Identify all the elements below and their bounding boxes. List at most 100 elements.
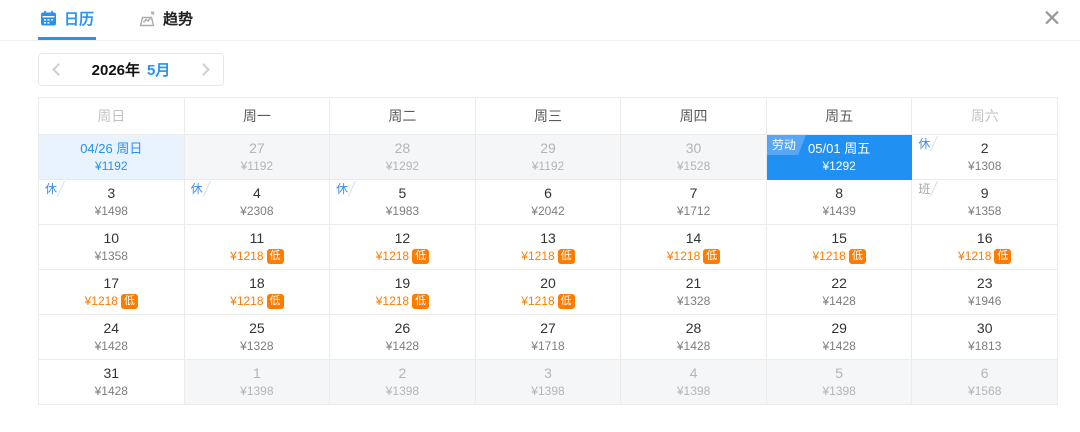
day-number: 8 — [835, 185, 844, 202]
price-label: ¥1428 — [385, 339, 420, 354]
calendar-day-cell[interactable]: 28 ¥1292 — [330, 135, 476, 180]
calendar-day-cell[interactable]: 2 ¥1398 — [330, 360, 476, 405]
rest-badge: 休 — [187, 181, 207, 197]
calendar-day-cell[interactable]: 1 ¥1398 — [184, 360, 331, 405]
price-label: ¥1528 — [676, 159, 711, 174]
day-number: 1 — [252, 365, 261, 382]
calendar-day-cell[interactable]: 21 ¥1328 — [621, 270, 767, 315]
day-number: 12 — [394, 230, 411, 247]
price-label: ¥1428 — [94, 384, 128, 399]
day-number: 05/01 周五 — [808, 141, 871, 157]
price-label: ¥1813 — [968, 339, 1002, 354]
day-number: 11 — [249, 230, 265, 247]
weekday-header: 周六 — [912, 98, 1058, 135]
price-label: ¥1218 低 — [812, 248, 866, 264]
calendar-day-cell[interactable]: 28 ¥1428 — [621, 315, 767, 360]
low-badge: 低 — [557, 293, 575, 309]
calendar-day-cell[interactable]: 休 3 ¥1498 — [39, 180, 185, 225]
calendar-day-cell[interactable]: 13 ¥1218 低 — [475, 225, 622, 270]
calendar-day-cell[interactable]: 休 2 ¥1308 — [912, 135, 1058, 180]
price-label: ¥1292 — [822, 158, 856, 173]
day-number: 28 — [394, 140, 411, 157]
calendar-day-cell[interactable]: 14 ¥1218 低 — [621, 225, 767, 270]
price-label: ¥1398 — [822, 384, 856, 399]
day-number: 3 — [544, 365, 552, 382]
price-label: ¥1498 — [94, 204, 128, 219]
day-number: 26 — [394, 320, 411, 337]
price-label: ¥1398 — [676, 384, 711, 399]
price-label: ¥1308 — [968, 159, 1002, 174]
price-label: ¥1358 — [968, 204, 1002, 219]
day-number: 24 — [103, 320, 120, 337]
day-number: 6 — [544, 185, 552, 202]
calendar-day-cell[interactable]: 04/26 周日 ¥1192 — [39, 135, 185, 180]
price-label: ¥1218 低 — [521, 248, 575, 264]
calendar-day-cell[interactable]: 25 ¥1328 — [184, 315, 331, 360]
calendar-day-cell[interactable]: 12 ¥1218 低 — [330, 225, 476, 270]
weekday-header: 周二 — [330, 98, 476, 135]
price-label: ¥1218 低 — [230, 248, 284, 264]
calendar-day-cell[interactable]: 30 ¥1528 — [621, 135, 767, 180]
close-icon: ✕ — [1042, 4, 1062, 31]
day-number: 30 — [685, 140, 702, 157]
calendar-day-cell[interactable]: 20 ¥1218 低 — [475, 270, 622, 315]
next-month-button[interactable] — [197, 63, 210, 76]
calendar-day-cell[interactable]: 31 ¥1428 — [39, 360, 185, 405]
day-number: 29 — [540, 140, 556, 157]
calendar-day-cell[interactable]: 5 ¥1398 — [766, 360, 913, 405]
price-label: ¥1218 低 — [85, 293, 138, 309]
calendar-day-cell[interactable]: 6 ¥2042 — [475, 180, 622, 225]
price-label: ¥1218 低 — [376, 248, 430, 264]
price-label: ¥1218 低 — [230, 293, 284, 309]
price-label: ¥1218 低 — [521, 293, 575, 309]
tab-calendar[interactable]: 日历 — [38, 0, 97, 40]
calendar-day-cell[interactable]: 劳动 05/01 周五 ¥1292 — [766, 135, 913, 180]
price-label: ¥1946 — [968, 294, 1002, 309]
calendar-day-cell[interactable]: 27 ¥1718 — [475, 315, 622, 360]
price-label: ¥1192 — [240, 159, 274, 174]
price-label: ¥1328 — [240, 339, 274, 354]
close-button[interactable]: ✕ — [1038, 4, 1066, 32]
calendar-day-cell[interactable]: 7 ¥1712 — [621, 180, 767, 225]
day-number: 14 — [685, 230, 702, 247]
day-number: 5 — [398, 185, 407, 202]
price-label: ¥1398 — [385, 384, 420, 399]
rest-badge: 休 — [914, 136, 934, 152]
calendar-day-cell[interactable]: 休 4 ¥2308 — [184, 180, 331, 225]
day-number: 3 — [107, 185, 116, 202]
calendar-day-cell[interactable]: 4 ¥1398 — [621, 360, 767, 405]
calendar-day-cell[interactable]: 27 ¥1192 — [184, 135, 331, 180]
price-label: ¥2042 — [531, 204, 565, 219]
calendar-day-cell[interactable]: 22 ¥1428 — [766, 270, 913, 315]
price-label: ¥1428 — [822, 294, 856, 309]
calendar-day-cell[interactable]: 6 ¥1568 — [912, 360, 1058, 405]
day-number: 5 — [835, 365, 844, 382]
price-label: ¥1428 — [676, 339, 711, 354]
price-label: ¥1218 低 — [667, 248, 721, 264]
calendar-day-cell[interactable]: 23 ¥1946 — [912, 270, 1058, 315]
price-label: ¥1712 — [676, 204, 711, 219]
calendar-day-cell[interactable]: 8 ¥1439 — [766, 180, 913, 225]
calendar-day-cell[interactable]: 休 5 ¥1983 — [330, 180, 476, 225]
calendar-day-cell[interactable]: 18 ¥1218 低 — [184, 270, 331, 315]
day-number: 23 — [976, 275, 993, 292]
calendar-day-cell[interactable]: 10 ¥1358 — [39, 225, 185, 270]
tab-trend[interactable]: 趋势 — [136, 0, 195, 40]
price-label: ¥1398 — [240, 384, 274, 399]
rest-badge: 休 — [332, 181, 352, 197]
price-label: ¥1983 — [385, 204, 420, 219]
month-label: 5月 — [147, 62, 171, 79]
calendar-day-cell[interactable]: 29 ¥1192 — [475, 135, 622, 180]
calendar-day-cell[interactable]: 班 9 ¥1358 — [912, 180, 1058, 225]
calendar-day-cell[interactable]: 3 ¥1398 — [475, 360, 622, 405]
calendar-day-cell[interactable]: 15 ¥1218 低 — [766, 225, 913, 270]
calendar-day-cell[interactable]: 24 ¥1428 — [39, 315, 185, 360]
prev-month-button[interactable] — [52, 63, 65, 76]
calendar-day-cell[interactable]: 29 ¥1428 — [766, 315, 913, 360]
calendar-day-cell[interactable]: 19 ¥1218 低 — [330, 270, 476, 315]
calendar-day-cell[interactable]: 16 ¥1218 低 — [912, 225, 1058, 270]
calendar-day-cell[interactable]: 26 ¥1428 — [330, 315, 476, 360]
calendar-day-cell[interactable]: 17 ¥1218 低 — [39, 270, 185, 315]
calendar-day-cell[interactable]: 30 ¥1813 — [912, 315, 1058, 360]
calendar-day-cell[interactable]: 11 ¥1218 低 — [184, 225, 331, 270]
